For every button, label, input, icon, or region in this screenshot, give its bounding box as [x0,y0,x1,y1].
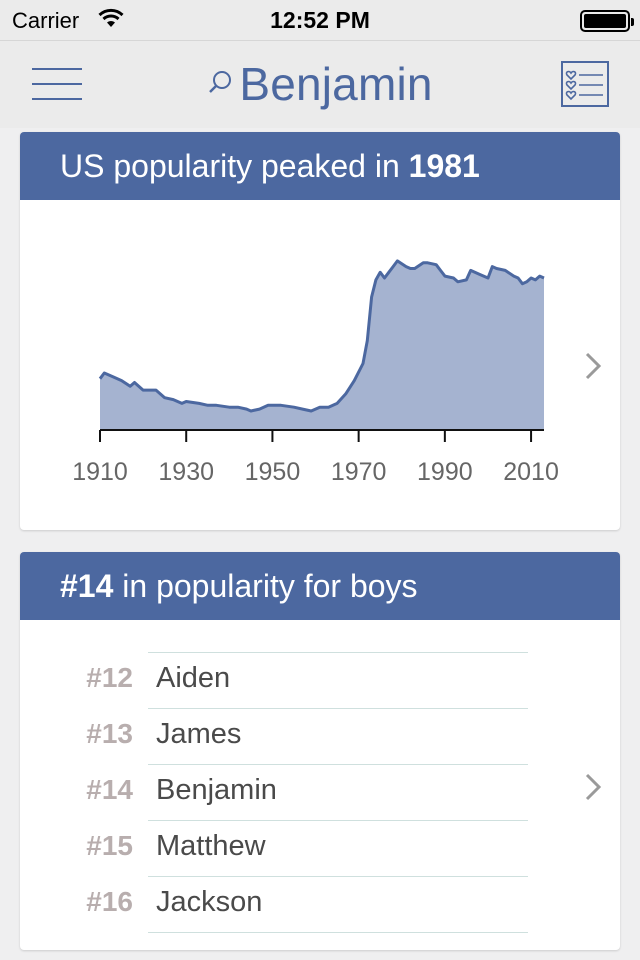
x-tick-label: 1950 [245,458,301,486]
popularity-header-prefix: US popularity peaked in [60,148,409,184]
chart-series-line [98,259,545,413]
clock: 12:52 PM [270,7,370,33]
rank-card[interactable]: #14 in popularity for boys #12 Aiden #13… [20,552,620,950]
status-bar: Carrier 12:52 PM [0,0,640,40]
rank-name: Aiden [156,662,231,694]
chevron-right-icon[interactable] [582,351,604,381]
rank-list: #12 Aiden #13 James #14 Benjamin #15 Mat… [20,652,620,933]
wifi-icon [98,8,124,27]
x-tick-label: 1930 [158,458,214,486]
chevron-right-icon[interactable] [582,772,604,802]
list-item[interactable]: #12 Aiden [20,652,620,708]
page-title[interactable]: Benjamin [0,57,640,111]
current-rank: #14 [60,568,114,604]
favorites-list-icon[interactable] [561,61,609,107]
peak-year: 1981 [408,148,480,184]
battery-icon [580,10,634,32]
rank-number: #13 [86,718,133,749]
list-item[interactable]: #15 Matthew [20,820,620,876]
popularity-chart-card[interactable]: US popularity peaked in 1981 1910 1930 195… [20,132,620,530]
x-tick-label: 1910 [72,458,128,486]
rank-card-header: #14 in popularity for boys [20,552,620,620]
rank-name: Benjamin [156,774,277,806]
list-item[interactable]: #14 Benjamin [20,764,620,820]
rank-name: Jackson [156,886,263,918]
rank-number: #14 [86,774,133,805]
popularity-chart: 1910 1930 1950 1970 1990 2010 [72,259,559,486]
rank-name: Matthew [156,830,266,862]
popularity-card-header: US popularity peaked in 1981 [20,132,620,200]
rank-header-suffix: in popularity for boys [113,568,418,604]
nav-bar: Benjamin [0,40,640,128]
carrier-label: Carrier [12,8,80,33]
x-tick-label: 2010 [503,458,559,486]
list-item[interactable]: #16 Jackson [20,876,620,932]
rank-number: #15 [86,830,133,861]
rank-name: James [156,718,242,750]
chart-area [100,260,544,430]
page-title-text: Benjamin [239,58,433,110]
search-icon [209,70,232,93]
rank-number: #16 [86,886,133,917]
list-item[interactable]: #13 James [20,708,620,764]
rank-number: #12 [86,662,133,693]
x-tick-label: 1990 [417,458,473,486]
hamburger-menu-icon[interactable] [32,67,82,101]
x-tick-label: 1970 [331,458,387,486]
